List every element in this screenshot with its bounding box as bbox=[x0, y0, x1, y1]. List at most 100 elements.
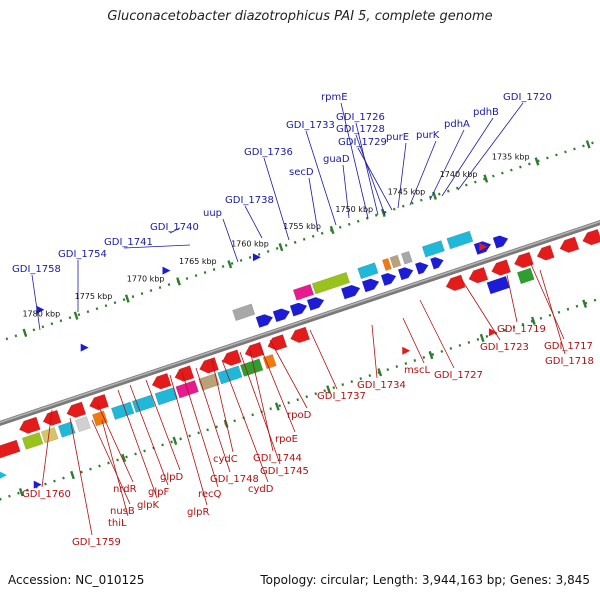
tick-dot bbox=[485, 334, 489, 338]
gene-arrow bbox=[255, 314, 274, 329]
tick-dot bbox=[422, 356, 426, 359]
tick-dot bbox=[131, 295, 135, 299]
tick-dot bbox=[311, 234, 315, 238]
leader-line bbox=[263, 157, 290, 241]
gene-label-top: GDI_1736 bbox=[244, 147, 293, 158]
gene-label-bottom: glpK bbox=[137, 500, 159, 511]
small-feature bbox=[33, 480, 42, 489]
gene-label-bottom: GDI_1759 bbox=[72, 537, 121, 548]
tick-dot bbox=[95, 307, 99, 311]
gene-block bbox=[311, 271, 351, 295]
tick-dot bbox=[521, 322, 525, 326]
tick-dot bbox=[14, 334, 18, 338]
leader-line bbox=[259, 345, 296, 433]
gene-label-bottom: cydC bbox=[213, 454, 238, 465]
tick-dot bbox=[251, 413, 254, 417]
tick-dot bbox=[275, 246, 279, 250]
gene-label-bottom: thiL bbox=[108, 518, 127, 529]
leader-line bbox=[305, 130, 337, 226]
scale-label: 1775 kbp bbox=[75, 292, 113, 301]
gene-arrow bbox=[18, 416, 41, 434]
tick-major bbox=[377, 368, 383, 377]
gene-labels: GDI_1758GDI_1754GDI_1741GDI_1740uupGDI_1… bbox=[12, 92, 594, 548]
gene-label-bottom: GDI_1744 bbox=[253, 453, 302, 464]
gene-label-top: GDI_1738 bbox=[225, 195, 274, 206]
tick-dot bbox=[167, 283, 171, 287]
scale-label: 1770 kbp bbox=[127, 275, 165, 284]
gene-label-top: GDI_1740 bbox=[150, 222, 199, 233]
tick-dot bbox=[0, 497, 2, 501]
leader-line bbox=[69, 417, 93, 536]
leader-line bbox=[244, 205, 263, 239]
gene-label-top: GDI_1758 bbox=[12, 264, 61, 275]
gene-label-top: GDI_1720 bbox=[503, 92, 552, 103]
gene-block bbox=[57, 421, 76, 438]
gene-features bbox=[0, 228, 600, 489]
tick-dot bbox=[323, 389, 327, 393]
leader-line bbox=[222, 218, 239, 263]
leader-line bbox=[41, 409, 53, 488]
tick-dot bbox=[269, 407, 273, 411]
tick-dot bbox=[44, 482, 47, 486]
tick-dot bbox=[80, 470, 83, 474]
gene-label-top: GDI_1728 bbox=[336, 124, 385, 135]
tick-dot bbox=[401, 204, 405, 208]
tick-dot bbox=[347, 222, 351, 226]
gene-label-top: rpmE bbox=[321, 92, 348, 103]
gene-arrow bbox=[244, 341, 265, 359]
tick-dot bbox=[573, 147, 576, 151]
tick-dot bbox=[41, 325, 45, 329]
leader-line bbox=[169, 227, 181, 234]
tick-dot bbox=[77, 313, 81, 317]
tick-dot bbox=[179, 437, 182, 441]
leader-line bbox=[355, 122, 379, 216]
leader-line bbox=[309, 329, 338, 390]
tick-dot bbox=[302, 237, 306, 241]
gene-label-bottom: GDI_1723 bbox=[480, 342, 529, 353]
scale-label: 1740 kbp bbox=[440, 170, 478, 179]
tick-major bbox=[70, 470, 75, 480]
tick-dot bbox=[564, 150, 567, 154]
tick-major bbox=[227, 260, 233, 269]
tick-dot bbox=[158, 286, 162, 290]
tick-dot bbox=[143, 449, 146, 453]
leader-line bbox=[129, 384, 169, 486]
tick-major bbox=[479, 333, 485, 343]
gene-block bbox=[262, 353, 277, 370]
tick-dot bbox=[575, 304, 579, 308]
tick-dot bbox=[188, 434, 191, 438]
gene-label-bottom: rpoE bbox=[275, 434, 298, 445]
tick-dot bbox=[197, 431, 200, 435]
small-feature bbox=[402, 346, 411, 355]
gene-block bbox=[91, 410, 108, 427]
small-feature bbox=[0, 471, 7, 479]
tick-dot bbox=[528, 162, 531, 166]
tick-dot bbox=[446, 189, 450, 193]
gene-label-bottom: GDI_1745 bbox=[260, 466, 309, 477]
tick-major bbox=[274, 402, 280, 411]
gene-label-top: purE bbox=[386, 132, 409, 143]
tick-dot bbox=[510, 168, 513, 172]
gene-label-bottom: glpR bbox=[187, 507, 209, 518]
gene-arrow bbox=[468, 266, 489, 284]
gene-arrow bbox=[289, 302, 308, 317]
gene-block bbox=[198, 372, 220, 391]
gene-block bbox=[0, 439, 21, 459]
gene-label-top: GDI_1754 bbox=[58, 249, 107, 260]
leader-line bbox=[145, 379, 181, 471]
tick-dot bbox=[440, 350, 444, 353]
leader-line bbox=[371, 324, 378, 379]
tick-dot bbox=[230, 262, 234, 265]
leader-line bbox=[181, 371, 219, 488]
tick-dot bbox=[458, 343, 462, 347]
tick-dot bbox=[539, 316, 543, 320]
tick-major bbox=[121, 453, 127, 463]
tick-dot bbox=[89, 467, 92, 471]
tick-dot bbox=[437, 192, 441, 196]
tick-dot bbox=[368, 374, 372, 378]
small-feature bbox=[80, 343, 89, 352]
gene-block bbox=[446, 230, 474, 250]
tick-dot bbox=[474, 180, 477, 184]
tick-dot bbox=[546, 156, 549, 160]
